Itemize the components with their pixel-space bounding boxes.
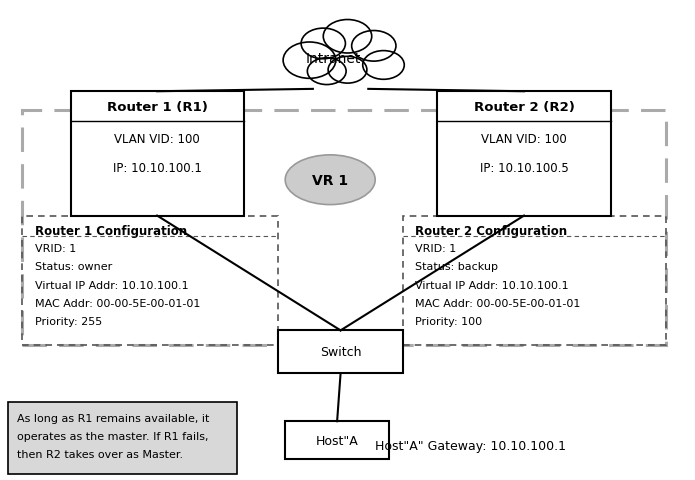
Text: Router 1 Configuration: Router 1 Configuration — [35, 225, 187, 238]
Circle shape — [328, 57, 367, 84]
Circle shape — [301, 29, 345, 60]
Ellipse shape — [285, 156, 375, 205]
Text: VR 1: VR 1 — [312, 173, 348, 187]
Text: Switch: Switch — [320, 346, 361, 359]
Circle shape — [363, 51, 404, 80]
Text: VRID: 1: VRID: 1 — [416, 244, 457, 254]
Text: VRID: 1: VRID: 1 — [35, 244, 76, 254]
Text: Virtual IP Addr: 10.10.100.1: Virtual IP Addr: 10.10.100.1 — [416, 280, 569, 290]
Text: VLAN VID: 100: VLAN VID: 100 — [114, 132, 200, 145]
Circle shape — [307, 59, 346, 85]
Text: Router 2 (R2): Router 2 (R2) — [473, 101, 575, 114]
Text: IP: 10.10.100.1: IP: 10.10.100.1 — [113, 161, 202, 174]
Text: Virtual IP Addr: 10.10.100.1: Virtual IP Addr: 10.10.100.1 — [35, 280, 188, 290]
Text: then R2 takes over as Master.: then R2 takes over as Master. — [17, 449, 183, 459]
Text: Priority: 100: Priority: 100 — [416, 316, 482, 326]
Circle shape — [352, 32, 396, 62]
Text: Router 1 (R1): Router 1 (R1) — [107, 101, 208, 114]
Text: operates as the master. If R1 fails,: operates as the master. If R1 fails, — [17, 431, 208, 441]
Text: Intranet: Intranet — [306, 52, 361, 66]
Text: Status: backup: Status: backup — [416, 262, 498, 272]
Text: As long as R1 remains available, it: As long as R1 remains available, it — [17, 413, 209, 423]
FancyBboxPatch shape — [71, 92, 244, 216]
Text: Router 2 Configuration: Router 2 Configuration — [416, 225, 567, 238]
Text: Host"A" Gateway: 10.10.100.1: Host"A" Gateway: 10.10.100.1 — [375, 439, 566, 452]
FancyBboxPatch shape — [285, 421, 389, 459]
Text: Host"A: Host"A — [316, 434, 359, 447]
FancyBboxPatch shape — [437, 92, 610, 216]
Text: Priority: 255: Priority: 255 — [35, 316, 102, 326]
Circle shape — [323, 21, 372, 54]
Circle shape — [283, 43, 336, 79]
Text: VLAN VID: 100: VLAN VID: 100 — [481, 132, 567, 145]
Text: MAC Addr: 00-00-5E-00-01-01: MAC Addr: 00-00-5E-00-01-01 — [35, 298, 200, 308]
Text: IP: 10.10.100.5: IP: 10.10.100.5 — [480, 161, 569, 174]
FancyBboxPatch shape — [8, 402, 237, 474]
Text: MAC Addr: 00-00-5E-00-01-01: MAC Addr: 00-00-5E-00-01-01 — [416, 298, 581, 308]
Text: Status: owner: Status: owner — [35, 262, 112, 272]
FancyBboxPatch shape — [278, 331, 403, 373]
